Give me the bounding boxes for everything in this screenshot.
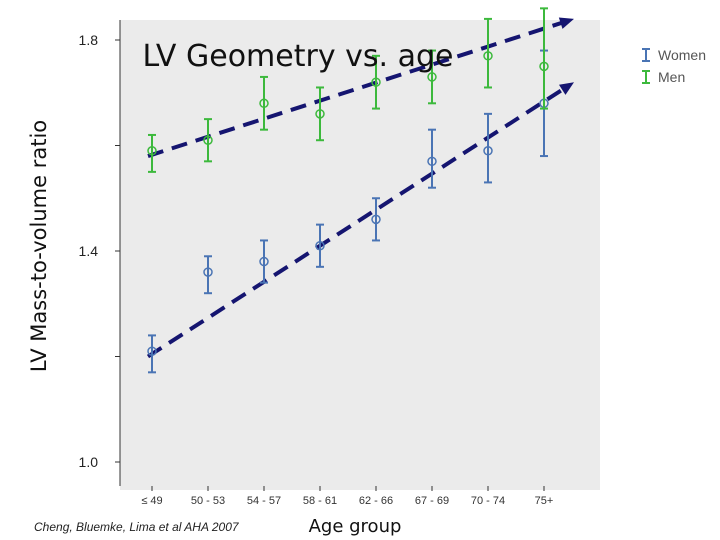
- trend-line-women: [146, 84, 570, 359]
- data-point-women: [371, 214, 381, 225]
- data-point-women: [427, 156, 437, 167]
- data-point-women: [315, 240, 325, 251]
- x-tick-label: ≤ 49: [141, 495, 162, 507]
- data-point-men: [539, 61, 549, 72]
- data-point-men: [483, 51, 493, 61]
- legend-label-women: Women: [658, 47, 706, 63]
- x-tick-label: 54 - 57: [247, 495, 281, 507]
- x-tick-label: 67 - 69: [415, 495, 449, 507]
- trend-arrowhead-men: [558, 17, 574, 29]
- x-tick-label: 50 - 53: [191, 495, 225, 507]
- x-axis: ≤ 49 50 - 53 54 - 57 58 - 61 62 - 66 67 - 69 7…: [141, 486, 553, 507]
- y-axis: 1.0 1.4 1.8: [79, 20, 121, 486]
- data-point-men: [427, 72, 437, 82]
- legend-label-men: Men: [658, 69, 686, 85]
- data-point-women: [483, 146, 493, 156]
- data-point-women: [259, 256, 269, 267]
- x-tick-label: 70 - 74: [471, 495, 505, 507]
- data-marks: [147, 7, 549, 374]
- y-tick-label: 1.4: [79, 243, 99, 259]
- y-axis-title: LV Mass-to-volume ratio: [27, 120, 51, 372]
- data-point-men: [315, 109, 325, 119]
- x-tick-label: 75+: [535, 495, 554, 507]
- data-point-women: [147, 346, 157, 356]
- plot-background: [120, 20, 600, 490]
- trend-arrowhead-women: [558, 82, 574, 95]
- trend-lines: [146, 17, 574, 359]
- data-point-men: [203, 135, 213, 145]
- chart-title: LV Geometry vs. age: [143, 39, 454, 74]
- y-tick-label: 1.0: [79, 454, 99, 470]
- x-tick-label: 62 - 66: [359, 495, 393, 507]
- data-point-women: [203, 267, 213, 277]
- data-point-men: [259, 98, 269, 109]
- error-bar-icon: [640, 70, 652, 84]
- legend-item-men: Men: [640, 66, 706, 88]
- y-tick-label: 1.8: [79, 32, 99, 48]
- citation: Cheng, Bluemke, Lima et al AHA 2007: [34, 520, 239, 534]
- error-bar-icon: [640, 48, 652, 62]
- legend: Women Men: [640, 44, 706, 88]
- x-axis-title: Age group: [309, 516, 402, 537]
- data-point-men: [371, 77, 381, 87]
- legend-item-women: Women: [640, 44, 706, 66]
- data-point-men: [147, 146, 157, 156]
- x-tick-label: 58 - 61: [303, 495, 337, 507]
